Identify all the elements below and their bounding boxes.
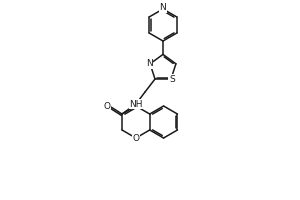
Text: N: N xyxy=(146,59,152,68)
Text: O: O xyxy=(103,102,110,111)
Text: O: O xyxy=(132,134,140,143)
Text: N: N xyxy=(160,3,167,12)
Text: NH: NH xyxy=(129,100,143,109)
Text: S: S xyxy=(169,75,175,84)
